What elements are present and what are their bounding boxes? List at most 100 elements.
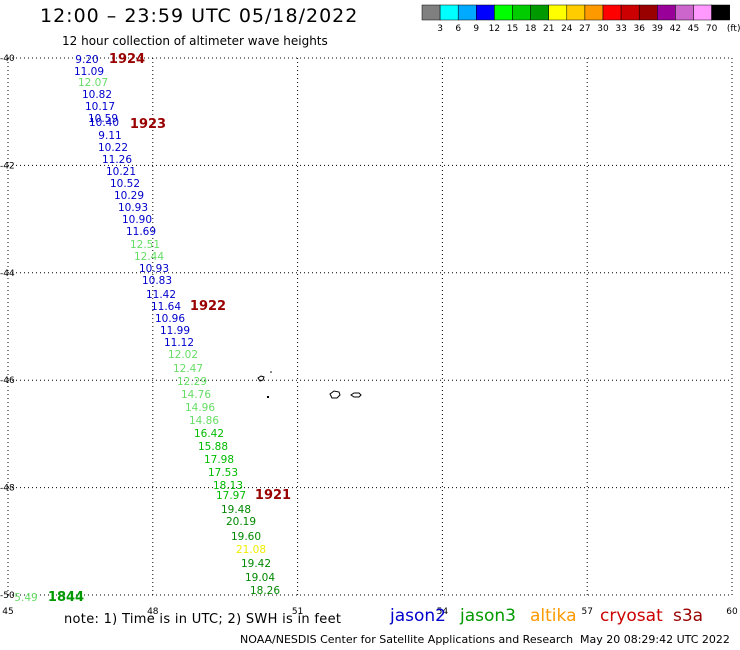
wave-height-reading: 12.07 [78,77,108,89]
island-shape-4 [329,390,341,399]
wave-height-reading: 10.83 [142,275,172,287]
satellite-name: jason2 [390,606,446,626]
wave-height-reading: 19.42 [241,558,271,570]
wave-height-reading: 10.17 [85,101,115,113]
color-legend: 3 6 9 12 15 18 21 24 27 30 33 36 39 42 45 70 (ft) [421,4,740,34]
legend-label: 12 [489,24,500,34]
wave-height-reading: 10.93 [118,202,148,214]
wave-height-reading: 12.51 [130,239,160,251]
map-subtitle: 12 hour collection of altimeter wave hei… [62,34,328,48]
legend-unit: (ft) [727,24,740,34]
wave-height-reading: 11.64 [151,301,181,313]
island-shape-5 [350,392,362,398]
lat-tick-label: -46 [0,376,15,386]
lon-tick-label: 60 [726,607,738,617]
wave-height-reading: 12.47 [173,363,203,375]
wave-height-reading: 10.96 [155,313,185,325]
wave-height-reading: 10.93 [139,263,169,275]
note-text: note: 1) Time is in UTC; 2) SWH is in fe… [64,612,342,627]
wave-height-reading: 10.82 [82,89,112,101]
wave-height-reading: 11.42 [146,289,176,301]
wave-height-reading: 11.99 [160,325,190,337]
pass-time-label: 1922 [190,299,226,314]
wave-height-reading: 11.09 [74,66,104,78]
wave-height-reading: 5.49 [14,592,37,604]
legend-swatch [620,4,640,21]
pass-time-label: 1921 [255,488,291,503]
legend-label: 30 [597,24,609,34]
wave-height-reading: 10.52 [110,178,140,190]
wave-height-reading: 10.22 [98,142,128,154]
wave-height-reading: 17.98 [204,454,234,466]
legend-label: 15 [507,24,518,34]
map-title: 12:00 – 23:59 UTC 05/18/2022 [40,5,359,27]
wave-height-reading: 17.97 [216,490,246,502]
lon-tick-label: 51 [292,607,303,617]
legend-swatch [439,4,459,21]
wave-height-reading: 11.69 [126,226,156,238]
wave-height-reading: 18.13 [213,480,243,492]
legend-swatch [657,4,676,21]
wave-height-reading: 14.96 [185,402,215,414]
wave-height-reading: 12.44 [134,251,164,263]
legend-label: 27 [579,24,590,34]
legend-label: 18 [525,24,537,34]
lon-tick-label: 57 [581,607,592,617]
lon-tick-label: 45 [2,607,13,617]
footer-timestamp: May 20 08:29:42 UTC 2022 [580,633,730,646]
pass-time-labels: 1924 1923 1922 1921 1844 [48,52,291,605]
wave-height-readings: 9.2011.0912.0710.8210.1710.5910.409.1110… [14,54,280,604]
legend-label: 21 [543,24,554,34]
wave-height-reading: 15.88 [198,441,228,453]
wave-height-reading: 18.26 [250,585,280,597]
wave-height-reading: 12.29 [177,376,207,388]
wave-height-reading: 19.04 [245,572,275,584]
axis-tick-labels: 45 48 51 54 57 60 -40 -42 -44 -46 -48 -50 [0,54,738,617]
satellite-name: cryosat [600,606,663,626]
wave-height-reading: 10.29 [114,190,144,202]
satellite-name: altika [530,606,577,626]
legend-label: 42 [670,24,681,34]
legend-label: 3 [437,24,443,34]
lon-tick-label: 54 [437,607,449,617]
legend-swatch [421,4,441,21]
lat-tick-label: -40 [0,54,15,64]
legend-label: 36 [633,24,645,34]
legend-label: 6 [455,24,461,34]
legend-swatch [693,4,712,21]
legend-swatch [530,4,549,21]
pass-time-label: 1923 [130,117,166,132]
legend-swatch [457,4,477,21]
legend-swatch [675,4,694,21]
wave-height-reading: 9.20 [75,54,98,66]
island-shape-2 [270,371,272,373]
lat-tick-label: -50 [0,591,15,601]
legend-swatch [602,4,622,21]
wave-height-reading: 19.60 [231,531,261,543]
island-shape-3 [267,396,269,398]
lat-tick-label: -44 [0,269,15,279]
legend-label: 39 [652,24,664,34]
lat-tick-label: -48 [0,484,15,494]
legend-label: 24 [561,24,573,34]
island-shape-1 [257,375,265,382]
wave-height-reading: 11.12 [164,337,194,349]
legend-swatch [494,4,513,21]
wave-height-reading: 9.11 [98,130,121,142]
island-outlines [257,371,362,399]
legend-swatch [584,4,604,21]
pass-time-label: 1924 [109,52,145,67]
lat-tick-label: -42 [0,161,15,171]
wave-height-reading: 11.26 [102,154,132,166]
wave-height-reading: 17.53 [208,467,238,479]
legend-swatch [711,4,730,21]
legend-label: 70 [706,24,718,34]
satellite-name: jason3 [460,606,516,626]
wave-height-reading: 10.21 [106,166,136,178]
legend-swatch [638,4,658,21]
legend-label: 9 [473,24,479,34]
legend-label: 33 [615,24,626,34]
legend-swatch [548,4,568,21]
